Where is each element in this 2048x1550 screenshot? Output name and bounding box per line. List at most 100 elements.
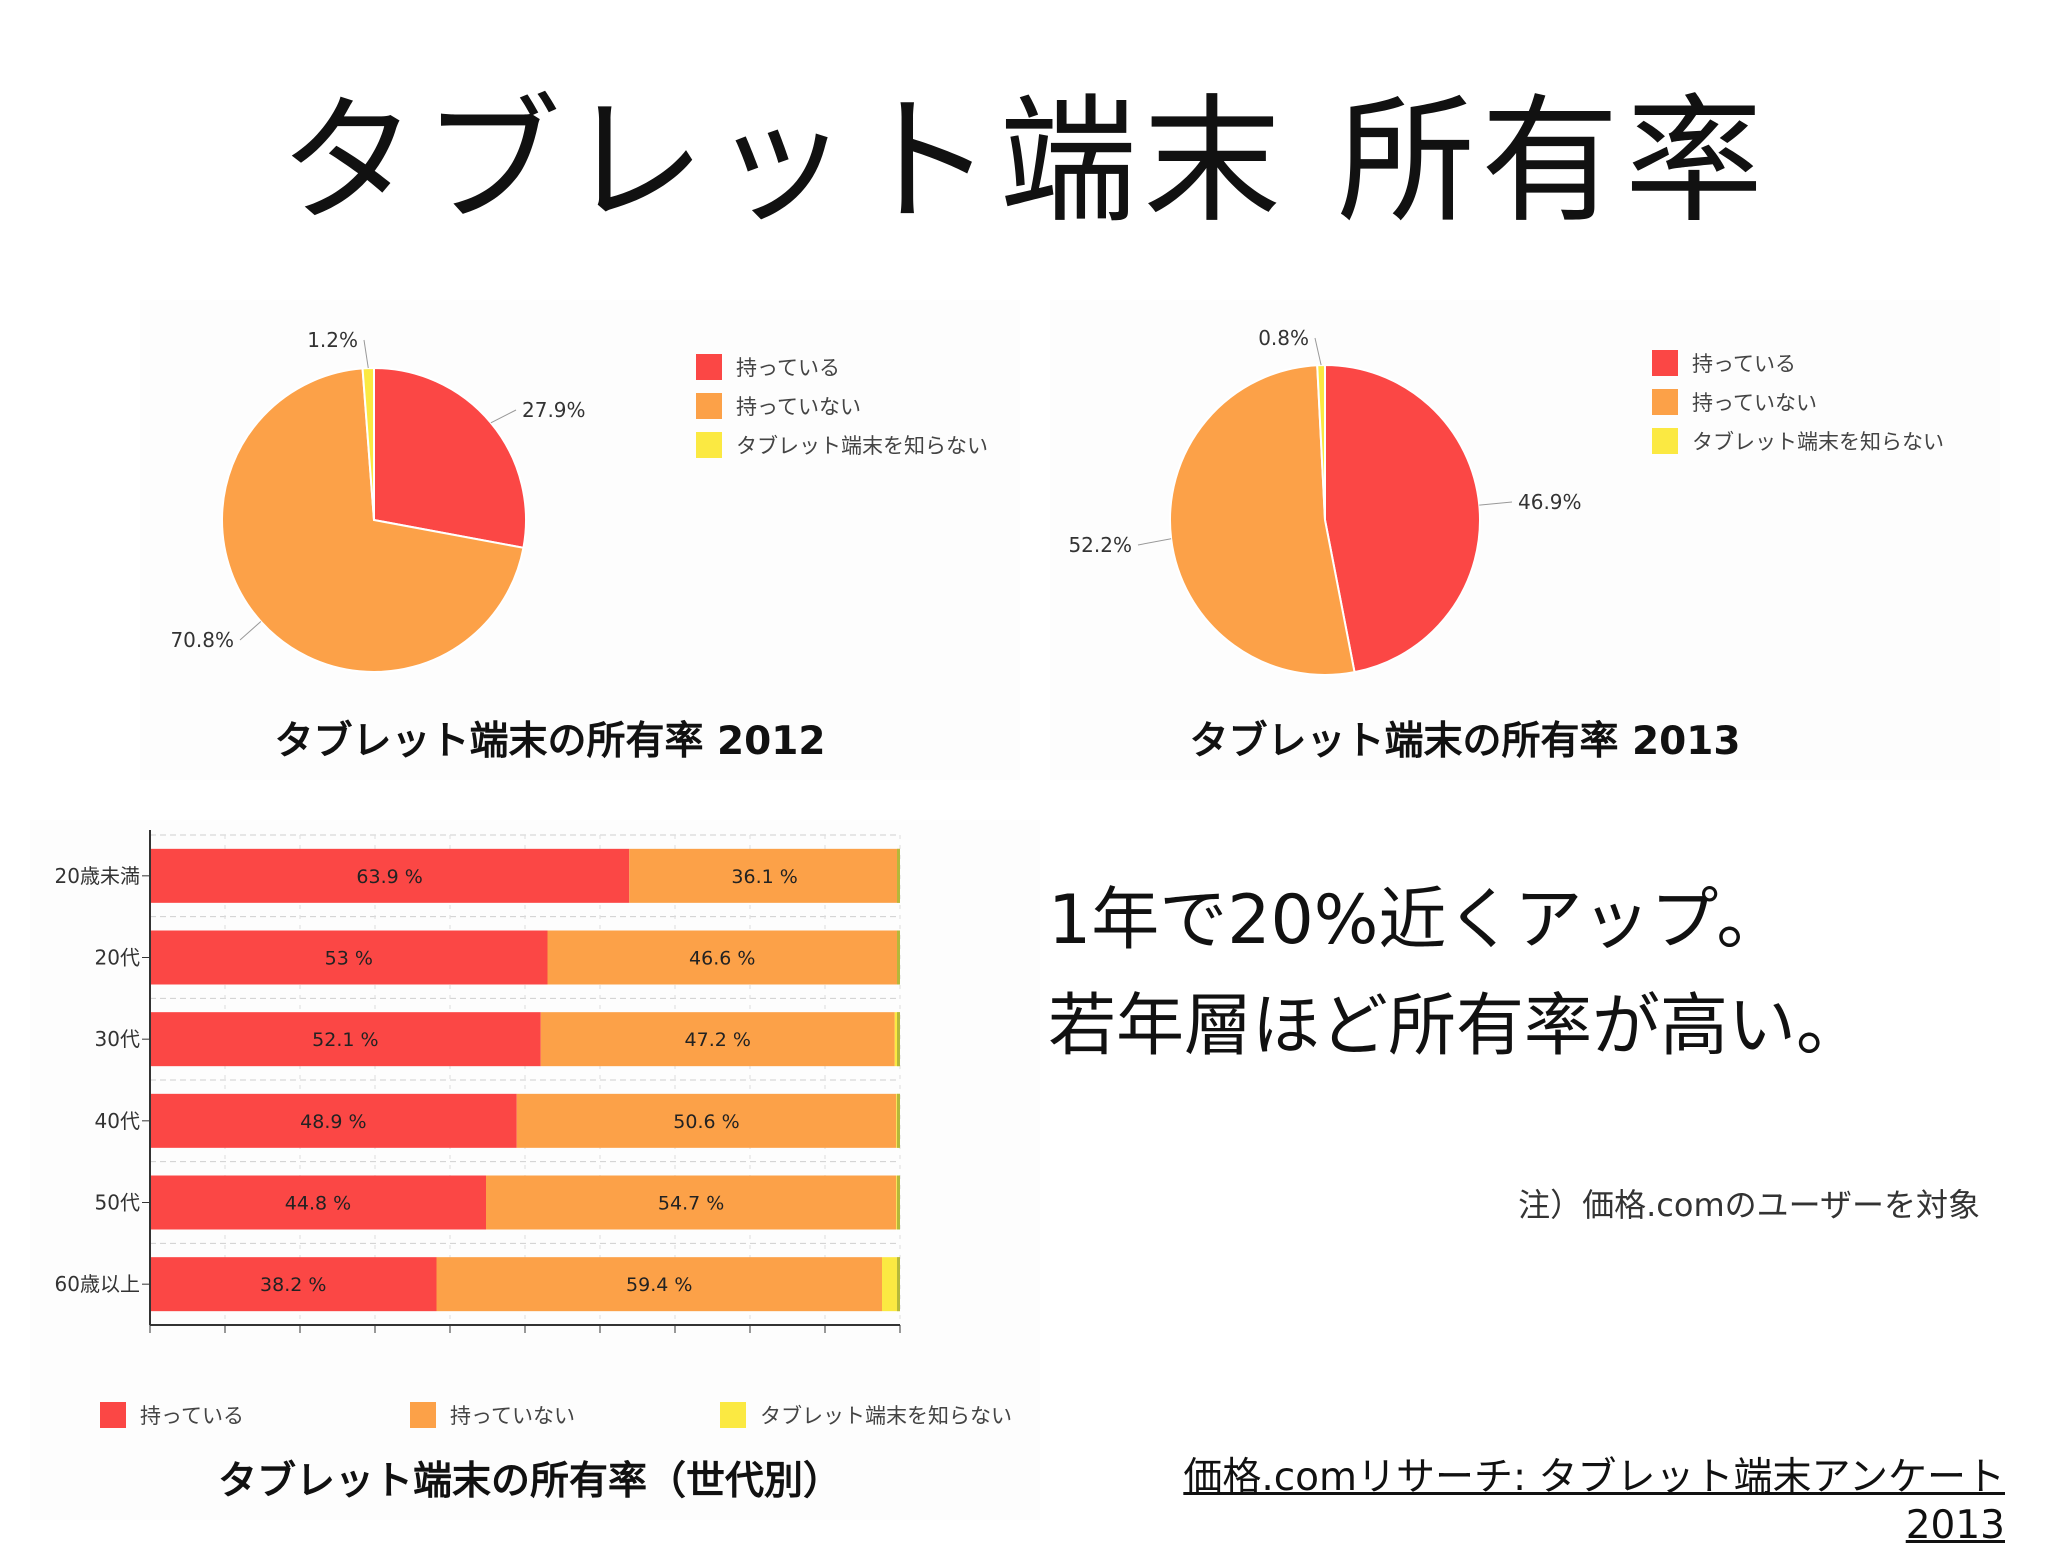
- bar-legend-item-2: タブレット端末を知らない: [720, 1400, 1012, 1430]
- bar-value-label: 63.9 %: [356, 866, 422, 888]
- category-label: 20代: [95, 946, 140, 970]
- category-label: 40代: [95, 1109, 140, 1133]
- legend-item-0: 持っている: [1652, 348, 1796, 378]
- legend-swatch-0: [1652, 350, 1678, 376]
- bar-legend-item-0: 持っている: [100, 1400, 244, 1430]
- x-tick-label: 30%: [353, 1337, 397, 1340]
- bar-value-label: 59.4 %: [626, 1274, 692, 1296]
- legend-swatch-1: [696, 393, 722, 419]
- pie-leader-line-1: [239, 621, 262, 641]
- main-title: タブレット端末 所有率: [279, 81, 1769, 242]
- bar-segment-1: [516, 1093, 897, 1148]
- legend-item-2: タブレット端末を知らない: [1652, 426, 1944, 456]
- x-tick-label: 0%: [134, 1337, 166, 1340]
- pie-leader-line-1: [1137, 538, 1172, 546]
- bar-value-label: 52.1 %: [312, 1029, 378, 1051]
- pie-leader-line-2: [363, 339, 369, 369]
- legend-label-2: タブレット端末を知らない: [1692, 430, 1944, 454]
- bar-segment-1: [540, 1012, 895, 1067]
- bar-segment-2: [882, 1257, 900, 1312]
- category-label: 30代: [95, 1027, 140, 1051]
- legend-label-2: タブレット端末を知らない: [736, 434, 988, 458]
- bar-legend-swatch-1: [410, 1402, 436, 1428]
- bar-value-label: 47.2 %: [685, 1029, 751, 1051]
- headline-line-2: 若年層ほど所有率が高い。: [1048, 987, 1865, 1066]
- bar-end-marker: [897, 1093, 900, 1148]
- x-tick-label: 80%: [728, 1337, 772, 1340]
- bar-segment-1: [436, 1257, 882, 1312]
- category-label: 50代: [95, 1191, 140, 1215]
- bar-segment-0: [150, 1257, 437, 1312]
- bar-value-label: 53 %: [325, 948, 373, 970]
- pie-leader-line-0: [490, 409, 517, 424]
- bar-value-label: 44.8 %: [285, 1193, 351, 1215]
- bar-chart-panel: 0% 10% 20% 30% 40% 50% 60% 70% 80% 90% 100% 63.9 % 3…: [30, 820, 1040, 1520]
- bar-segment-0: [150, 1175, 486, 1230]
- pie-2012-caption: タブレット端末の所有率 2012: [274, 719, 826, 764]
- bar-end-marker: [897, 848, 900, 903]
- legend-item-2: タブレット端末を知らない: [696, 430, 988, 460]
- x-tick-label: 90%: [803, 1337, 847, 1340]
- legend-item-1: 持っていない: [1652, 387, 1817, 417]
- bar-end-marker: [897, 930, 900, 985]
- pie-value-label-0: 27.9%: [522, 398, 586, 422]
- bar-end-marker: [897, 1257, 900, 1312]
- bar-segment-0: [150, 1093, 517, 1148]
- bar-legend-swatch-2: [720, 1402, 746, 1428]
- x-tick-label: 60%: [578, 1337, 622, 1340]
- bar-legend-label-1: 持っていない: [450, 1404, 575, 1428]
- bar-chart-caption: タブレット端末の所有率（世代別）: [217, 1459, 842, 1504]
- pie-value-label-0: 46.9%: [1518, 490, 1582, 514]
- legend-swatch-0: [696, 354, 722, 380]
- legend-swatch-1: [1652, 389, 1678, 415]
- generation-bar-chart: 0% 10% 20% 30% 40% 50% 60% 70% 80% 90% 100% 63.9 % 3…: [55, 830, 929, 1361]
- bar-segment-1: [629, 848, 900, 903]
- bar-value-label: 46.6 %: [689, 948, 755, 970]
- bar-end-marker: [897, 1175, 900, 1230]
- legend-swatch-2: [696, 432, 722, 458]
- pie-value-label-2: 0.8%: [1258, 326, 1309, 350]
- pie-chart-2012-panel: 27.9% 70.8% 1.2% 持っている持っていないタブレット端末を知らない タ…: [140, 300, 1020, 780]
- legend-label-0: 持っている: [1692, 352, 1796, 376]
- pie-leader-line-0: [1479, 501, 1513, 506]
- footnote: 注）価格.comのユーザーを対象: [1518, 1186, 1980, 1224]
- source-link[interactable]: 価格.comリサーチ: タブレット端末アンケート 2013: [1183, 1455, 2005, 1548]
- bar-legend-item-1: 持っていない: [410, 1400, 575, 1430]
- pie-slice-2: [361, 366, 375, 521]
- bar-segment-1: [547, 930, 897, 985]
- pie-slice-0: [1324, 363, 1481, 674]
- bar-legend-label-2: タブレット端末を知らない: [760, 1404, 1012, 1428]
- bar-legend-label-0: 持っている: [140, 1404, 244, 1428]
- bar-value-label: 48.9 %: [300, 1111, 366, 1133]
- bar-segment-0: [150, 930, 548, 985]
- pie-2013-caption: タブレット端末の所有率 2013: [1189, 719, 1741, 764]
- bar-value-label: 50.6 %: [673, 1111, 739, 1133]
- pie-value-label-1: 52.2%: [1068, 533, 1132, 557]
- bar-end-marker: [897, 1012, 900, 1067]
- pie-chart-2013-panel: 46.9% 52.2% 0.8% 持っている持っていないタブレット端末を知らない タ…: [1050, 300, 2000, 780]
- legend-swatch-2: [1652, 428, 1678, 454]
- pie-leader-line-2: [1314, 337, 1322, 366]
- x-tick-label: 100%: [871, 1337, 928, 1340]
- bar-value-label: 54.7 %: [658, 1193, 724, 1215]
- pie-slice-0: [373, 366, 527, 549]
- legend-item-1: 持っていない: [696, 391, 861, 421]
- legend-item-0: 持っている: [696, 352, 840, 382]
- pie-value-label-1: 70.8%: [170, 628, 234, 652]
- pie-chart-2012: 27.9% 70.8% 1.2%: [170, 328, 586, 673]
- x-tick-label: 20%: [278, 1337, 322, 1340]
- pie-value-label-2: 1.2%: [307, 328, 358, 352]
- bar-segment-0: [150, 848, 630, 903]
- legend-label-1: 持っていない: [736, 395, 861, 419]
- x-tick-label: 10%: [203, 1337, 247, 1340]
- category-label: 20歳未満: [55, 864, 140, 888]
- legend-label-0: 持っている: [736, 356, 840, 380]
- headline-line-1: 1年で20%近くアップ。: [1048, 881, 1785, 960]
- pie-slice-1: [1169, 364, 1356, 676]
- bar-segment-0: [150, 1012, 541, 1067]
- category-label: 60歳以上: [55, 1272, 140, 1296]
- legend-label-1: 持っていない: [1692, 391, 1817, 415]
- bar-segment-1: [486, 1175, 897, 1230]
- bar-value-label: 36.1 %: [731, 866, 797, 888]
- x-tick-label: 40%: [428, 1337, 472, 1340]
